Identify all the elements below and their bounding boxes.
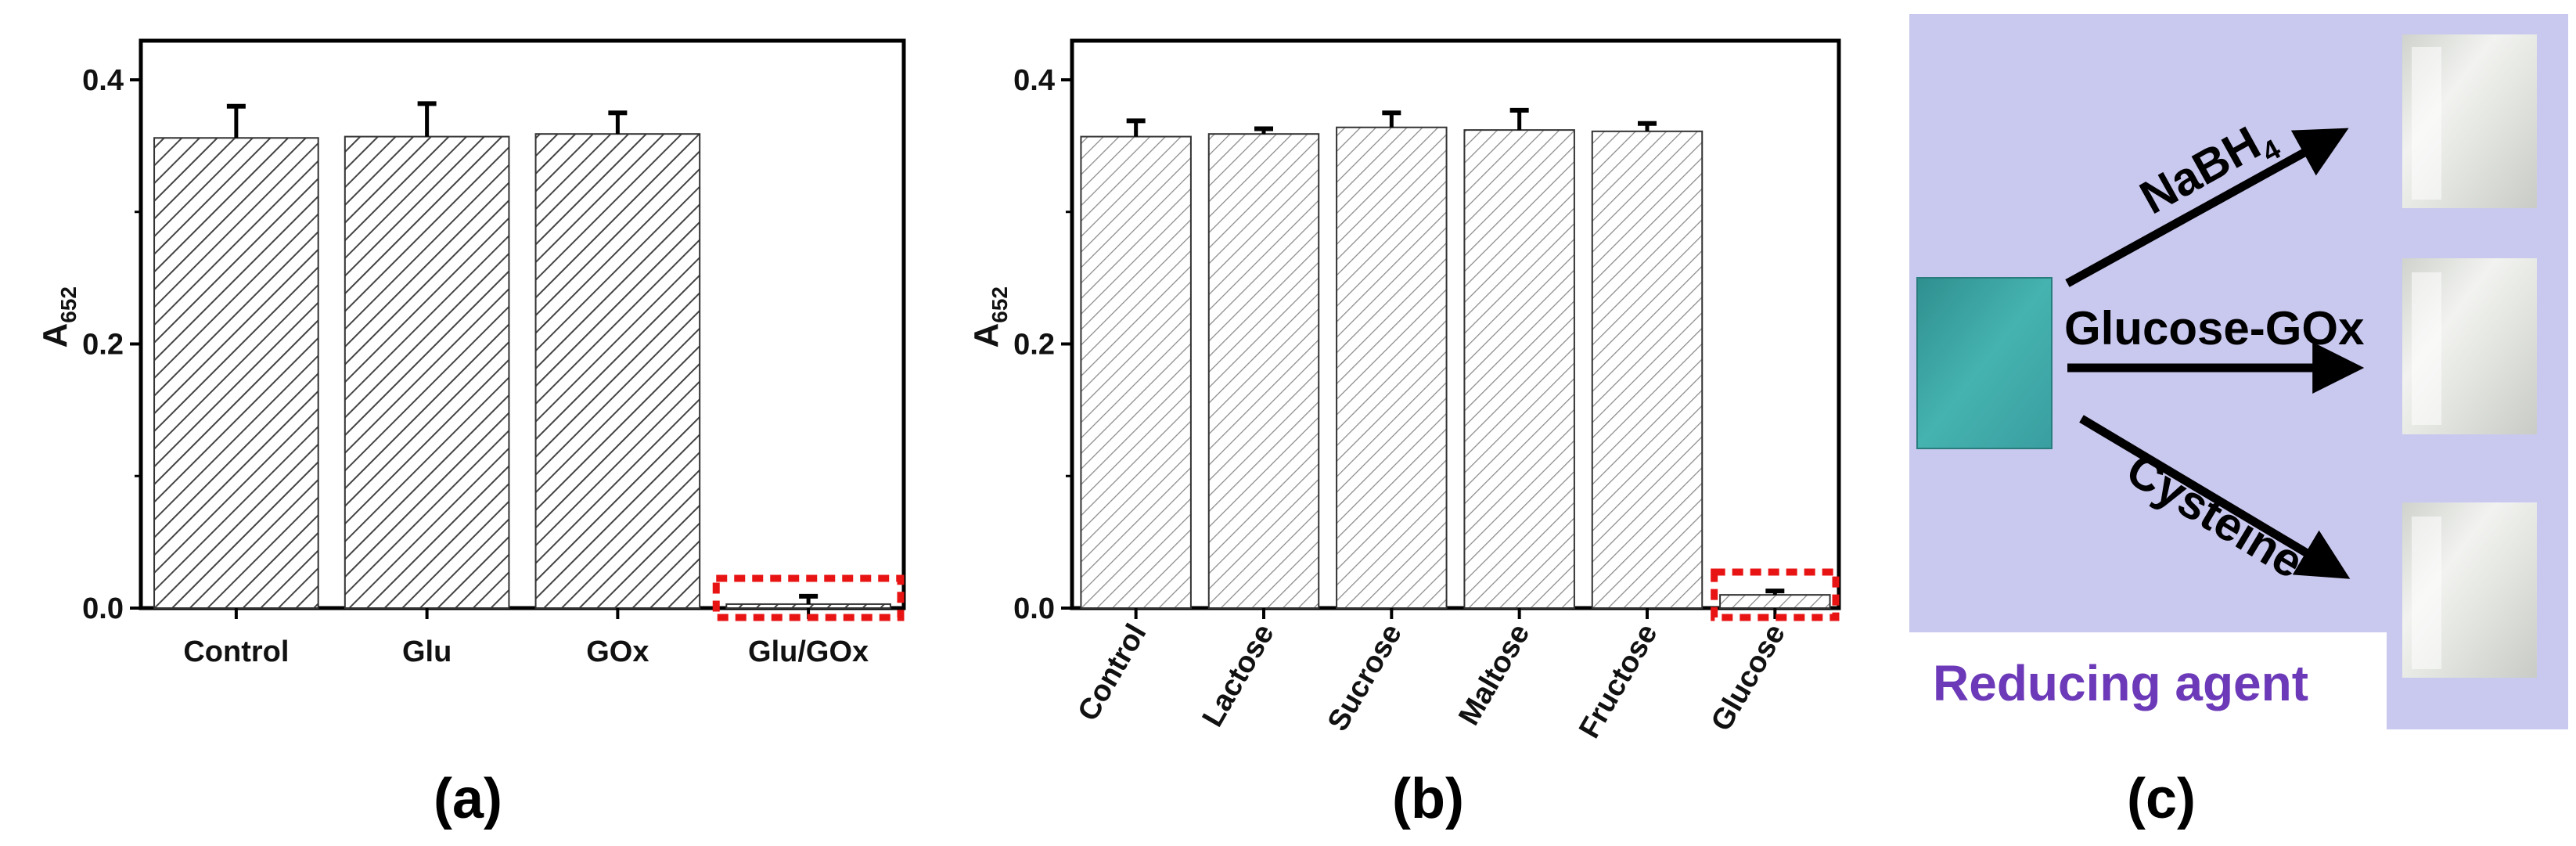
y-axis-label: A652 [967,286,1012,348]
plot-frame [139,38,906,610]
x-tick-label: Lactose [1196,619,1281,733]
bar-maltose [1463,129,1575,609]
x-tick-label: Glucose [1705,619,1792,737]
bar-gox [534,133,701,609]
x-tick-label: GOx [586,635,649,668]
x-tick-label: Control [1072,619,1153,727]
x-tick-label: Fructose [1573,619,1664,744]
arrow-up [2065,128,2349,287]
bar-glucose [1719,594,1831,609]
clear-vial-bottom [2402,502,2537,678]
clear-vial-top [2402,34,2537,208]
chart-a: 0.0 0.2 0.4 A652 Control Glu GOx Glu/GOx [36,38,906,668]
panel-label-c: (c) [2127,768,2196,830]
panel-c: NaBH4 Glucose-GOx Cysteine Reducing agen… [1909,14,2568,729]
reducing-agent-caption: Reducing agent [1933,655,2308,711]
bar-glu [344,135,510,609]
glucose-gox-label: Glucose-GOx [2064,302,2364,355]
bar-lactose [1207,133,1320,609]
bar-control [1080,135,1192,609]
bar-control [153,137,319,609]
bar-fructose [1591,130,1704,609]
x-tick-label: Glu [402,635,452,668]
blue-vial-image [1917,278,2052,448]
highlight-box [712,574,905,621]
y-tick-label: 0.0 [82,592,124,625]
panel-label-b: (b) [1392,768,1464,830]
y-tick-label: 0.0 [1013,592,1055,625]
x-tick-label: Glu/GOx [748,635,869,668]
y-tick-label: 0.4 [1013,64,1055,97]
arrow-down [2079,415,2351,579]
bar-glu-gox [725,603,891,609]
x-tick-label: Sucrose [1322,619,1409,737]
chart-b: 0.0 0.2 0.4 A652 Control Lactose Sucrose Maltos… [967,38,1841,744]
y-axis-label: A652 [36,286,81,348]
clear-vial-middle [2402,258,2537,434]
y-tick-label: 0.2 [82,329,124,362]
y-tick-label: 0.2 [1013,329,1055,362]
bar-sucrose [1336,126,1448,609]
x-tick-label: Maltose [1452,619,1536,732]
x-tick-label: Control [183,635,289,668]
panel-label-a: (a) [434,768,502,830]
plot-frame [1070,38,1841,610]
y-tick-label: 0.4 [82,64,124,97]
highlight-box [1711,568,1840,621]
